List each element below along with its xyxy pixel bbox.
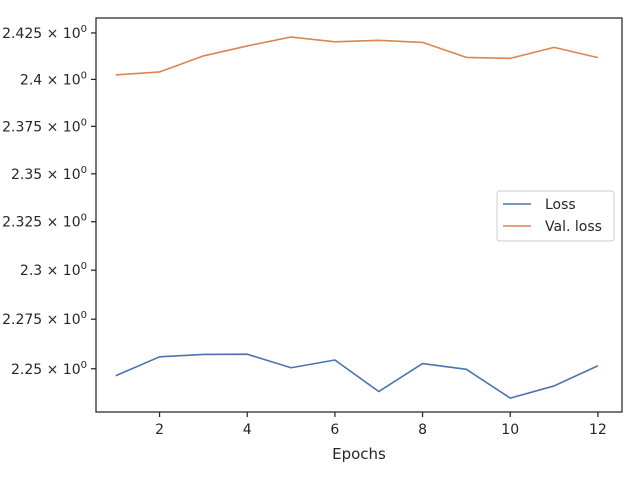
x-tick-label: 2 [155,422,164,438]
y-tick-value: 2.35 × 10 [11,167,81,183]
y-tick-value: 2.425 × 10 [2,26,81,42]
x-axis-title: Epochs [332,445,386,463]
y-tick-exponent: 0 [81,24,87,35]
x-tick-label: 8 [418,422,427,438]
legend: Loss Val. loss [496,190,615,242]
series-line-loss [115,353,599,399]
y-tick-value: 2.275 × 10 [2,312,81,328]
y-tick-label: 2.275 × 100 [2,310,87,328]
y-tick-exponent: 0 [81,261,87,272]
y-tick-label: 2.25 × 100 [11,360,87,378]
y-tick-label: 2.325 × 100 [2,213,87,231]
y-tick-value: 2.375 × 10 [2,119,81,135]
y-tick-exponent: 0 [81,310,87,321]
x-tick-label: 6 [330,422,339,438]
x-axis: 2 4 6 8 10 12 [155,412,607,438]
y-tick-label: 2.375 × 100 [2,117,87,135]
y-tick-label: 2.425 × 100 [2,24,87,42]
y-tick-label: 2.3 × 100 [20,261,87,279]
x-tick-label: 4 [243,422,252,438]
legend-label: Val. loss [545,219,602,235]
y-tick-exponent: 0 [81,165,87,176]
y-tick-exponent: 0 [81,213,87,224]
y-tick-label: 2.4 × 100 [20,70,87,88]
y-tick-exponent: 0 [81,117,87,128]
x-tick-label: 10 [501,422,519,438]
y-tick-value: 2.25 × 10 [11,362,81,378]
series-layer [115,36,599,399]
y-tick-value: 2.3 × 10 [20,263,81,279]
y-tick-exponent: 0 [81,360,87,371]
y-tick-value: 2.4 × 10 [20,72,81,88]
x-tick-label: 12 [589,422,607,438]
series-line-val-loss [115,36,599,76]
y-tick-value: 2.325 × 10 [2,215,81,231]
y-tick-exponent: 0 [81,70,87,81]
legend-label: Loss [545,197,576,213]
y-tick-label: 2.35 × 100 [11,165,87,183]
